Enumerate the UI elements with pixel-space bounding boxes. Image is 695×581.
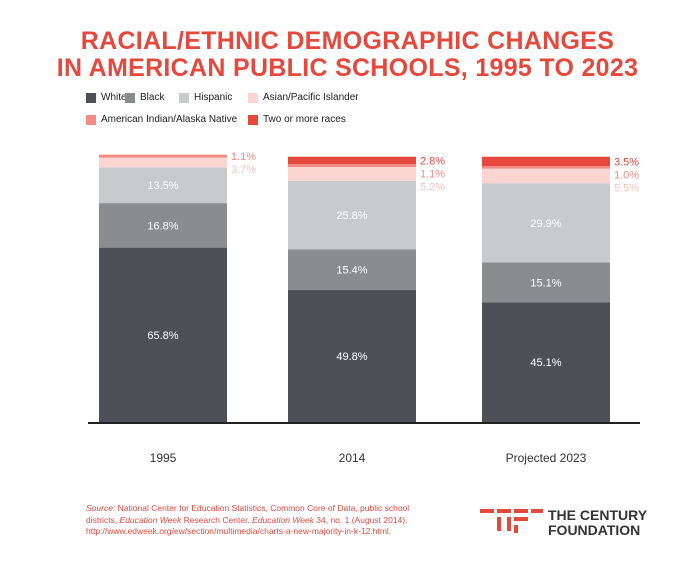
bar-segment-american-indian-alaska-native-2014 (288, 164, 416, 168)
bar-segment-hispanic-projected-2023 (482, 183, 610, 263)
bar-segment-white-2014 (288, 290, 416, 422)
legend-label-white: White (101, 92, 127, 103)
source-text-1: National Center for Education Statistics… (86, 503, 410, 525)
source-text-3: 34, no. 1 (August 2014). http://www.edwe… (86, 514, 408, 537)
legend-label-hispanic: Hispanic (194, 92, 233, 103)
legend-label-two-or-more-races: Two or more races (263, 114, 346, 125)
x-tick-label-2014: 2014 (339, 451, 366, 465)
data-label-black-projected-2023: 15.1% (530, 277, 561, 289)
x-tick-label-1995: 1995 (150, 451, 177, 465)
data-label-white-2014: 49.8% (336, 351, 367, 363)
chart-title-line1: RACIAL/ETHNIC DEMOGRAPHIC CHANGES (80, 27, 615, 55)
logo-mark-icon (480, 509, 543, 533)
data-label-american-indian-alaska-native-projected-2023: 1.0% (614, 169, 639, 181)
chart-title: RACIAL/ETHNIC DEMOGRAPHIC CHANGES IN AME… (0, 28, 695, 82)
bar-segment-black-2014 (288, 249, 416, 291)
data-label-american-indian-alaska-native-2014: 1.1% (420, 168, 445, 180)
source-italic-2: Education Week (252, 514, 314, 525)
bar-segment-american-indian-alaska-native-projected-2023 (482, 166, 610, 169)
data-label-two-or-more-races-2014: 2.8% (420, 155, 445, 167)
bar-segment-hispanic-1995 (99, 167, 227, 204)
bar-segment-two-or-more-races-2014 (288, 156, 416, 165)
bar-segment-white-projected-2023 (482, 302, 610, 422)
bar-segment-two-or-more-races-projected-2023 (482, 156, 610, 167)
source-note: Source: National Center for Education St… (86, 503, 436, 538)
legend-item-asian-pacific-islander: Asian/Pacific Islander (248, 92, 359, 103)
data-label-hispanic-projected-2023: 29.9% (530, 218, 561, 230)
legend-swatch-hispanic (179, 92, 189, 103)
legend-item-black: Black (125, 92, 164, 103)
x-tick-label-projected-2023: Projected 2023 (506, 451, 587, 465)
legend-item-american-indian-alaska-native: American Indian/Alaska Native (86, 114, 237, 125)
data-label-white-1995: 65.8% (147, 330, 178, 342)
data-label-white-projected-2023: 45.1% (530, 357, 561, 369)
data-label-hispanic-2014: 25.8% (336, 210, 367, 222)
bar-segment-white-1995 (99, 247, 227, 422)
bar-segment-asian-pacific-islander-1995 (99, 157, 227, 168)
legend-swatch-black (125, 92, 135, 103)
legend-label-black: Black (140, 92, 165, 103)
data-label-black-1995: 16.8% (147, 220, 178, 232)
legend-item-hispanic: Hispanic (179, 92, 232, 103)
source-italic-1: Education Week (119, 514, 182, 525)
data-label-asian-pacific-islander-projected-2023: 5.5% (614, 182, 639, 194)
logo-text-line2: FOUNDATION (548, 522, 641, 538)
chart-title-line2: IN AMERICAN PUBLIC SCHOOLS, 1995 TO 2023 (56, 54, 639, 82)
legend-swatch-american-indian-alaska-native (86, 114, 96, 125)
source-label: Source: (86, 503, 116, 513)
legend-label-asian-pacific-islander: Asian/Pacific Islander (263, 92, 359, 103)
logo-text-line1: THE CENTURY (548, 507, 648, 523)
legend-item-white: White (86, 92, 127, 103)
bar-segment-hispanic-2014 (288, 180, 416, 250)
legend-item-two-or-more-races: Two or more races (248, 114, 346, 125)
data-label-two-or-more-races-projected-2023: 3.5% (614, 156, 639, 168)
data-label-asian-pacific-islander-1995: 3.7% (231, 164, 256, 176)
data-label-american-indian-alaska-native-1995: 1.1% (231, 151, 256, 163)
bar-segment-asian-pacific-islander-2014 (288, 167, 416, 181)
logo-text: THE CENTURY FOUNDATION (548, 508, 647, 538)
legend-label-american-indian-alaska-native: American Indian/Alaska Native (101, 114, 238, 125)
legend-swatch-white (86, 92, 96, 103)
bar-segment-asian-pacific-islander-projected-2023 (482, 168, 610, 184)
legend-swatch-two-or-more-races (248, 114, 258, 125)
data-label-black-2014: 15.4% (336, 265, 367, 277)
century-foundation-logo: THE CENTURY FOUNDATION (480, 505, 680, 545)
source-text-2: Research Center. (181, 514, 253, 525)
data-label-hispanic-1995: 13.5% (147, 180, 178, 192)
data-label-asian-pacific-islander-2014: 5.2% (420, 181, 445, 193)
legend-swatch-asian-pacific-islander (248, 92, 258, 103)
bar-segment-black-1995 (99, 203, 227, 248)
bar-segment-black-projected-2023 (482, 262, 610, 303)
bar-segment-american-indian-alaska-native-1995 (99, 154, 227, 158)
